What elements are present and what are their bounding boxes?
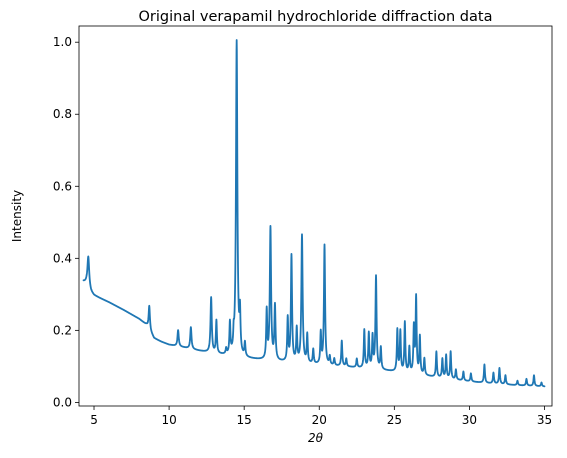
plot-area — [79, 26, 552, 406]
x-axis-label: 2θ — [308, 431, 324, 445]
y-tick-label: 0.4 — [53, 251, 72, 265]
y-tick-label: 0.0 — [53, 395, 72, 409]
chart-title: Original verapamil hydrochloride diffrac… — [139, 9, 493, 25]
x-tick-label: 25 — [387, 413, 402, 427]
x-tick-label: 15 — [237, 413, 252, 427]
ticks-layer: 5 10 15 20 25 30 35 0.0 0.2 0.4 0.6 0.8 1.0 — [53, 35, 552, 427]
plot-frame — [78, 25, 553, 407]
y-axis-label: Intensity — [10, 190, 24, 242]
intensity-series-line — [82, 39, 546, 388]
x-tick-label: 10 — [161, 413, 176, 427]
x-tick-label: 35 — [537, 413, 552, 427]
y-tick-label: 0.2 — [53, 323, 72, 337]
x-tick-label: 5 — [90, 413, 98, 427]
y-tick-label: 0.6 — [53, 179, 72, 193]
x-tick-label: 30 — [462, 413, 477, 427]
x-tick-label: 20 — [312, 413, 327, 427]
y-tick-label: 1.0 — [53, 35, 72, 49]
y-tick-label: 0.8 — [53, 107, 72, 121]
